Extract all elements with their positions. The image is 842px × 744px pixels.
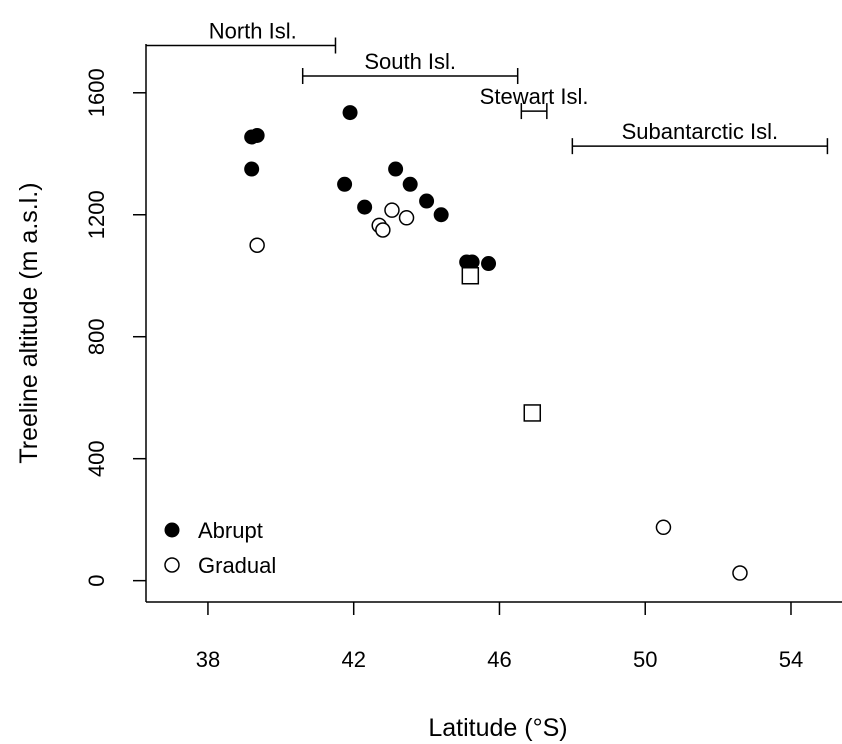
point-gradual-5: [655, 519, 672, 536]
island-range-annotations: North Isl. South Isl. Stewart Isl. Subantar…: [146, 19, 829, 155]
x-tick-label-54: 54: [779, 647, 803, 672]
point-abrupt-12: [481, 256, 497, 272]
range-label-south-isl: South Isl.: [364, 49, 456, 74]
point-gradual-2: [375, 222, 391, 238]
point-square-0: [461, 266, 480, 285]
y-tick-label-1200: 1200: [84, 190, 109, 239]
data-points: [244, 105, 748, 581]
point-square-1: [523, 404, 542, 422]
legend-label-abrupt: Abrupt: [198, 518, 263, 543]
range-label-subantarctic-isl: Subantarctic Isl.: [622, 119, 779, 144]
y-axis: 0 400 800 1200 1600: [84, 68, 146, 587]
point-abrupt-1: [249, 127, 265, 143]
point-abrupt-6: [388, 161, 404, 177]
x-tick-label-38: 38: [196, 647, 220, 672]
range-label-north-isl: North Isl.: [209, 19, 297, 44]
plot-area: [145, 44, 842, 603]
point-abrupt-4: [337, 176, 353, 192]
point-abrupt-11: [464, 254, 480, 270]
range-label-stewart-isl: Stewart Isl.: [480, 84, 589, 109]
x-tick-label-46: 46: [487, 647, 511, 672]
point-abrupt-9: [433, 207, 449, 223]
y-tick-label-0: 0: [84, 575, 109, 587]
point-gradual-3: [384, 202, 400, 218]
legend-marker-gradual: [164, 557, 180, 573]
y-tick-label-1600: 1600: [84, 68, 109, 117]
point-gradual-4: [398, 210, 415, 226]
y-tick-label-800: 800: [84, 318, 109, 355]
point-gradual-0: [249, 237, 265, 253]
x-axis-label: Latitude (°S): [428, 714, 567, 742]
point-abrupt-5: [357, 199, 373, 215]
legend-label-gradual: Gradual: [198, 553, 276, 578]
x-axis: 38 42 46 50 54: [196, 602, 803, 672]
legend-marker-abrupt: [164, 522, 180, 538]
legend: Abrupt Gradual: [164, 518, 276, 578]
y-axis-label: Treeline altitude (m a.s.l.): [15, 182, 43, 463]
point-gradual-6: [732, 565, 748, 581]
x-tick-label-50: 50: [633, 647, 657, 672]
x-tick-label-42: 42: [341, 647, 365, 672]
point-abrupt-7: [402, 176, 418, 192]
point-abrupt-3: [342, 105, 358, 121]
point-abrupt-8: [419, 193, 435, 209]
point-abrupt-2: [244, 161, 260, 177]
y-tick-label-400: 400: [84, 440, 109, 477]
